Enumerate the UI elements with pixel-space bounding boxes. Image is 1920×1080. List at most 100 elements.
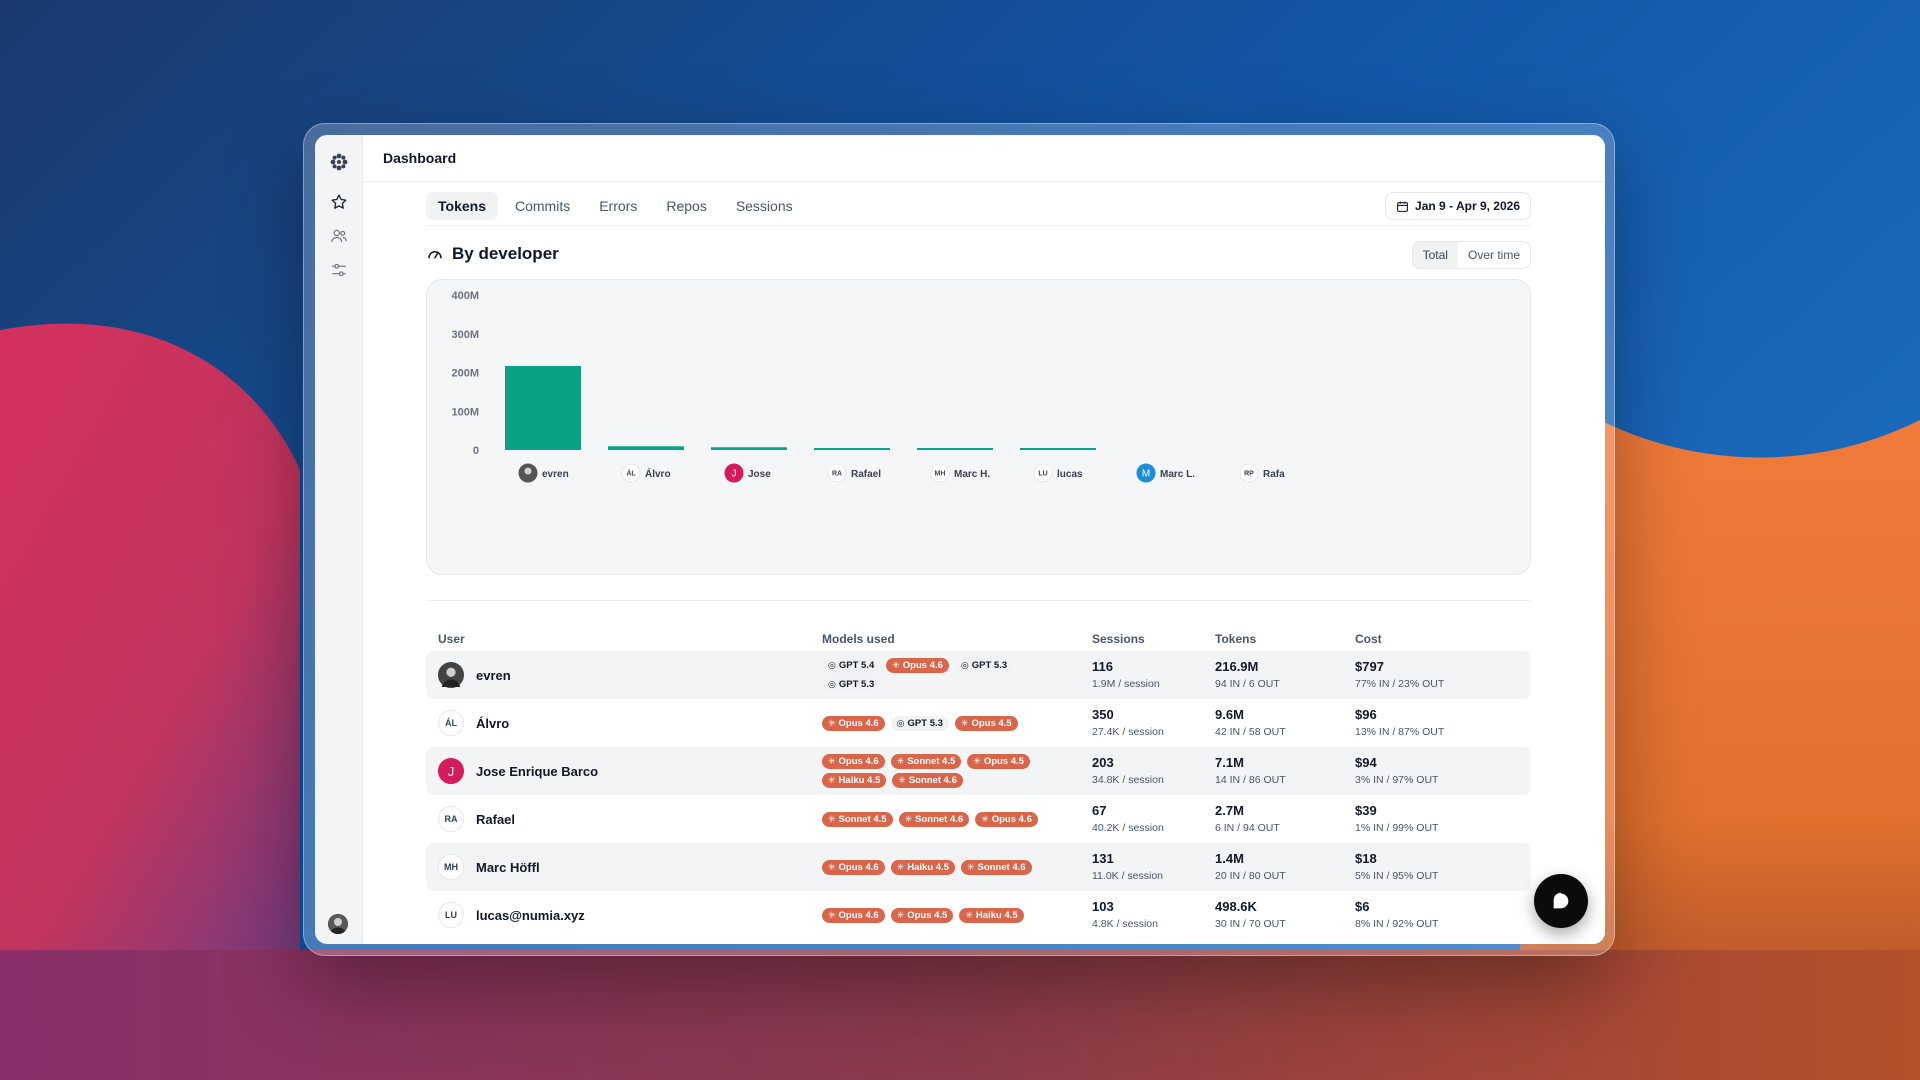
settings-sliders-icon[interactable]	[328, 259, 350, 281]
claude-logo-icon: ✳	[960, 717, 969, 728]
users-icon[interactable]	[328, 225, 350, 247]
developer-table: User Models used Sessions Tokens Cost ev…	[426, 627, 1531, 939]
claude-model-badge: ✳ Opus 4.6	[822, 715, 885, 731]
sessions-cell: 131 11.0K / session	[1092, 851, 1215, 883]
bar-jose[interactable]	[711, 447, 787, 450]
model-label: Sonnet 4.5	[838, 813, 887, 825]
header-tokens[interactable]: Tokens	[1215, 632, 1257, 646]
claude-logo-icon: ✳	[896, 861, 905, 872]
table-row[interactable]: J Jose Enrique Barco ✳ Opus 4.6 ✳ Sonnet 4.5 ✳…	[426, 747, 1531, 795]
table-row[interactable]: evren ◎ GPT 5.4 ✳ Opus 4.6 ◎ GPT 5.3 ◎ GPT 5.3 11…	[426, 651, 1531, 699]
avatar: LU	[438, 902, 464, 928]
chat-button[interactable]	[1534, 874, 1588, 928]
models-cell: ✳ Opus 4.6 ✳ Haiku 4.5 ✳ Sonnet 4.6	[822, 859, 1092, 875]
developer-token-chart: 0 100M 200M 300M 400M evren ÁL Álvro J Jose RA Rafa…	[426, 279, 1531, 575]
tabs-bar: Tokens Commits Errors Repos Sessions Jan…	[426, 191, 1531, 226]
bar-evren[interactable]	[505, 365, 581, 450]
x-tick-label: Rafael	[851, 469, 881, 480]
tab-errors[interactable]: Errors	[599, 197, 638, 214]
claude-model-badge: ✳ Opus 4.6	[822, 907, 885, 923]
claude-model-badge: ✳ Opus 4.5	[967, 754, 1030, 769]
table-row[interactable]: RA Rafael ✳ Sonnet 4.5 ✳ Sonnet 4.6 ✳ Opus 4.6 6…	[426, 795, 1531, 843]
tokens-cell-detail: 42 IN / 58 OUT	[1215, 726, 1286, 738]
x-tick-label: Marc L.	[1160, 469, 1195, 480]
section-header: By developer Total Over time	[426, 239, 1531, 269]
table-row[interactable]: MH Marc Höffl ✳ Opus 4.6 ✳ Haiku 4.5 ✳ Sonnet 4…	[426, 843, 1531, 891]
header-cost[interactable]: Cost	[1355, 632, 1382, 646]
openai-logo-icon: ◎	[896, 717, 905, 728]
y-tick-label: 200M	[451, 368, 479, 380]
table-row[interactable]: ÁL Álvro ✳ Opus 4.6 ◎ GPT 5.3 ✳ Opus 4.5 350 27.4…	[426, 699, 1531, 747]
bar-marc-h-[interactable]	[917, 448, 993, 450]
claude-logo-icon: ✳	[896, 909, 905, 920]
bar--lvro[interactable]	[608, 446, 684, 450]
avatar: ÁL	[438, 710, 464, 736]
model-label: GPT 5.3	[838, 679, 875, 690]
sessions-cell: 203 34.8K / session	[1092, 755, 1215, 787]
claude-model-badge: ✳ Haiku 4.5	[822, 773, 887, 788]
claude-model-badge: ✳ Opus 4.6	[975, 811, 1038, 827]
model-label: Opus 4.5	[907, 909, 948, 921]
view-toggle: Total Over time	[1411, 241, 1531, 269]
claude-logo-icon: ✳	[973, 756, 981, 766]
tab-sessions[interactable]: Sessions	[735, 197, 793, 214]
models-cell: ✳ Sonnet 4.5 ✳ Sonnet 4.6 ✳ Opus 4.6	[822, 811, 1092, 827]
cost-cell: $797 77% IN / 23% OUT	[1355, 659, 1531, 691]
header-sessions[interactable]: Sessions	[1092, 632, 1145, 646]
claude-logo-icon: ✳	[828, 775, 836, 785]
openai-logo-icon: ◎	[960, 660, 969, 670]
claude-model-badge: ✳ Opus 4.6	[886, 658, 949, 673]
date-range-picker[interactable]: Jan 9 - Apr 9, 2026	[1385, 192, 1531, 220]
cost-cell-value: $6	[1355, 899, 1370, 914]
claude-model-badge: ✳ Sonnet 4.6	[892, 773, 963, 788]
cost-cell-value: $39	[1355, 803, 1377, 818]
tab-tokens[interactable]: Tokens	[426, 191, 498, 220]
claude-logo-icon: ✳	[981, 813, 989, 824]
user-name: Álvro	[476, 715, 510, 731]
table-row[interactable]: LU lucas@numia.xyz ✳ Opus 4.6 ✳ Opus 4.5 ✳ Haik…	[426, 891, 1531, 939]
calendar-icon	[1397, 201, 1408, 212]
toggle-over-time[interactable]: Over time	[1467, 248, 1520, 262]
avatar: J	[724, 463, 744, 483]
tokens-cell-value: 1.4M	[1215, 851, 1244, 866]
toggle-total[interactable]: Total	[1412, 242, 1458, 268]
current-user-avatar[interactable]	[328, 914, 348, 934]
table-header: User Models used Sessions Tokens Cost	[426, 627, 1531, 651]
tab-repos[interactable]: Repos	[666, 197, 707, 214]
cost-cell-value: $18	[1355, 851, 1377, 866]
openai-logo-icon: ◎	[828, 679, 836, 689]
cost-cell-detail: 13% IN / 87% OUT	[1355, 726, 1445, 738]
avatar: RP	[1239, 463, 1259, 483]
avatar: MH	[930, 463, 950, 483]
avatar	[438, 662, 464, 688]
claude-model-badge: ✳ Opus 4.5	[954, 715, 1018, 731]
page-title: Dashboard	[363, 135, 1605, 182]
header-user[interactable]: User	[438, 632, 465, 646]
bar-chart: 0 100M 200M 300M 400M evren ÁL Álvro J Jose RA Rafa…	[451, 290, 1285, 483]
tab-commits[interactable]: Commits	[514, 197, 571, 214]
section-title: By developer	[452, 244, 559, 263]
cost-cell-detail: 77% IN / 23% OUT	[1355, 678, 1445, 690]
tokens-cell-detail: 20 IN / 80 OUT	[1215, 870, 1286, 882]
model-label: GPT 5.4	[838, 660, 875, 671]
app-window: Dashboard Tokens Commits Errors Repos Se…	[315, 135, 1605, 944]
y-tick-label: 300M	[451, 329, 479, 341]
y-tick-label: 100M	[451, 406, 479, 418]
sessions-cell-value: 67	[1092, 803, 1107, 818]
tokens-cell: 9.6M 42 IN / 58 OUT	[1215, 707, 1355, 739]
sessions-cell-detail: 4.8K / session	[1092, 918, 1158, 930]
avatar-initials: ÁL	[626, 469, 636, 478]
x-tick-label: Rafa	[1263, 469, 1285, 480]
bar-rafael[interactable]	[814, 448, 890, 450]
model-label: GPT 5.3	[907, 717, 943, 729]
star-icon[interactable]	[328, 191, 350, 213]
claude-logo-icon: ✳	[892, 660, 900, 670]
bar-lucas[interactable]	[1020, 448, 1096, 450]
claude-model-badge: ✳ Sonnet 4.6	[960, 859, 1032, 875]
header-models[interactable]: Models used	[822, 632, 895, 646]
claude-model-badge: ✳ Sonnet 4.5	[822, 811, 893, 827]
user-cell: ÁL Álvro	[426, 710, 822, 736]
x-tick-label: lucas	[1057, 469, 1083, 480]
cost-cell-detail: 3% IN / 97% OUT	[1355, 774, 1439, 786]
app-logo-icon[interactable]	[328, 151, 350, 173]
